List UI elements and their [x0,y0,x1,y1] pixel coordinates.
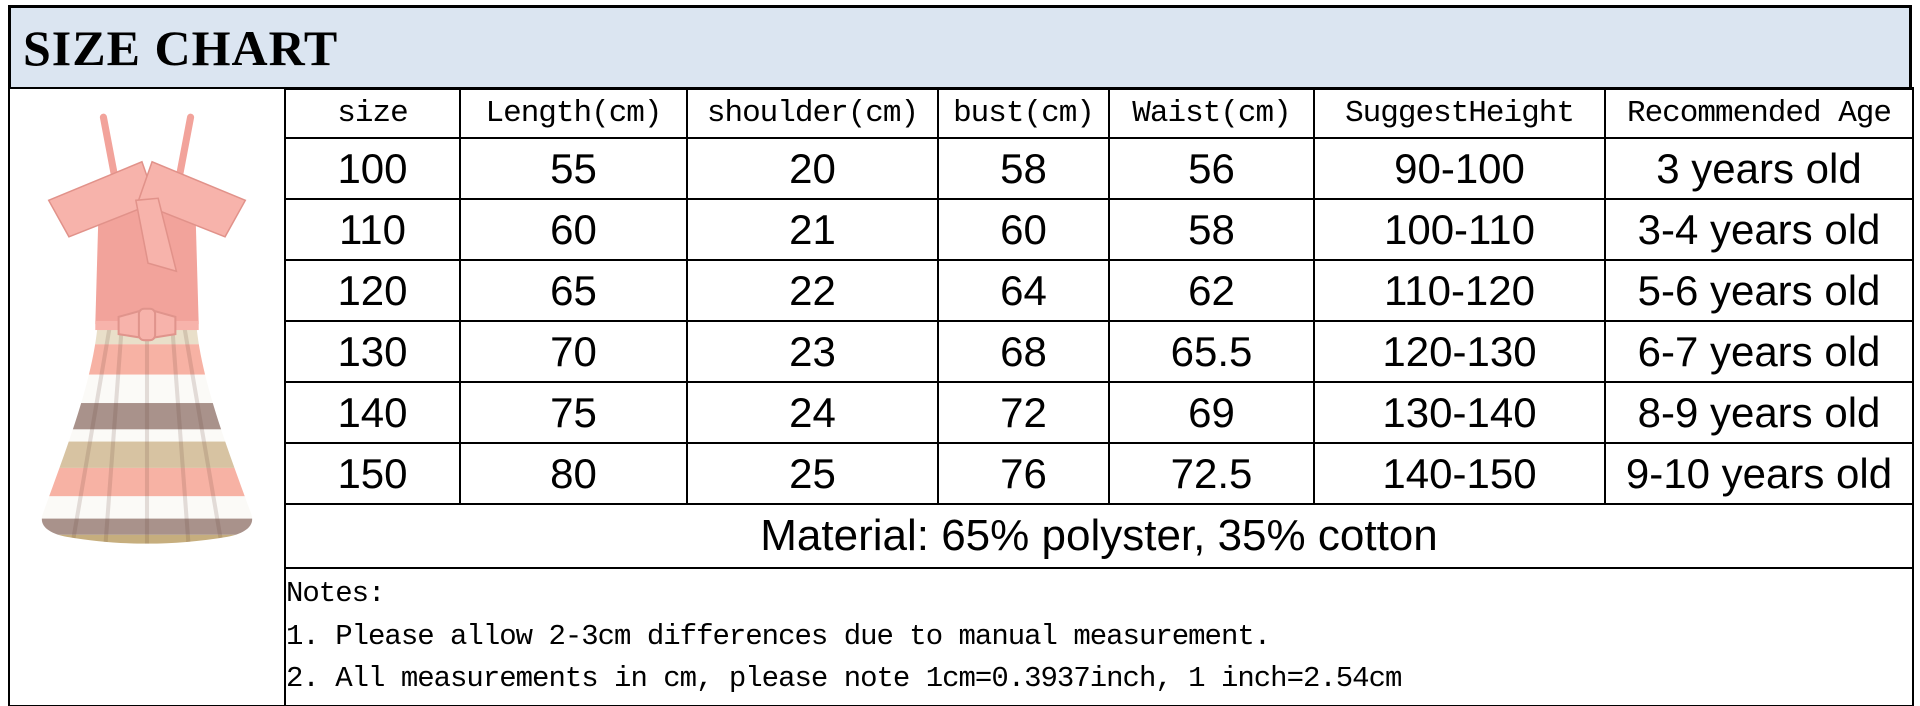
cell: 55 [459,137,688,200]
cell: 5-6 years old [1604,259,1914,322]
cell: 23 [686,320,939,383]
cell: 72 [937,381,1110,444]
cell: 60 [459,198,688,261]
size-table: size Length(cm) shoulder(cm) bust(cm) Wa… [8,87,1914,706]
cell: 80 [459,442,688,505]
dress-straps [99,113,195,180]
cell: 60 [937,198,1110,261]
notes-row: Notes: 1. Please allow 2-3cm differences… [9,567,1914,706]
notes-cell: Notes: 1. Please allow 2-3cm differences… [284,567,1914,706]
cell: 140-150 [1313,442,1606,505]
col-header-bust: bust(cm) [937,87,1110,139]
material-row: Material: 65% polyster, 35% cotton [9,503,1914,569]
cell: 75 [459,381,688,444]
cell: 69 [1108,381,1315,444]
cell: 25 [686,442,939,505]
col-header-shoulder: shoulder(cm) [686,87,939,139]
cell: 20 [686,137,939,200]
product-photo-cell [8,87,286,706]
material-text: Material: 65% polyster, 35% cotton [284,503,1914,569]
cell: 8-9 years old [1604,381,1914,444]
cell: 100 [284,137,461,200]
cell: 100-110 [1313,198,1606,261]
cell: 65.5 [1108,320,1315,383]
cell: 120-130 [1313,320,1606,383]
cell: 65 [459,259,688,322]
cell: 64 [937,259,1110,322]
table-row-size-100: 100 55 20 58 56 90-100 3 years old [9,137,1914,200]
cell: 6-7 years old [1604,320,1914,383]
cell: 21 [686,198,939,261]
cell: 110-120 [1313,259,1606,322]
table-row-size-150: 150 80 25 76 72.5 140-150 9-10 years old [9,442,1914,505]
dress-waist-bow [95,307,199,342]
cell: 130 [284,320,461,383]
dress-image [41,113,253,544]
cell: 110 [284,198,461,261]
notes-title: Notes: [286,576,385,610]
cell: 58 [1108,198,1315,261]
cell: 120 [284,259,461,322]
cell: 56 [1108,137,1315,200]
cell: 76 [937,442,1110,505]
cell: 9-10 years old [1604,442,1914,505]
cell: 3 years old [1604,137,1914,200]
cell: 72.5 [1108,442,1315,505]
dress-skirt [41,328,253,544]
cell: 3-4 years old [1604,198,1914,261]
cell: 90-100 [1313,137,1606,200]
cell: 24 [686,381,939,444]
col-header-length: Length(cm) [459,87,688,139]
cell: 58 [937,137,1110,200]
col-header-suggest-height: SuggestHeight [1313,87,1606,139]
table-row-size-140: 140 75 24 72 69 130-140 8-9 years old [9,381,1914,444]
cell: 70 [459,320,688,383]
table-header-row: size Length(cm) shoulder(cm) bust(cm) Wa… [8,87,1914,706]
col-header-recommended-age: Recommended Age [1604,87,1914,139]
cell: 140 [284,381,461,444]
cell: 62 [1108,259,1315,322]
size-chart-banner: SIZE CHART [8,5,1912,90]
table-row-size-130: 130 70 23 68 65.5 120-130 6-7 years old [9,320,1914,383]
cell: 130-140 [1313,381,1606,444]
cell: 22 [686,259,939,322]
col-header-waist: Waist(cm) [1108,87,1315,139]
cell: 68 [937,320,1110,383]
note-item-2: 2. All measurements in cm, please note 1… [286,662,1402,696]
dress-collar [47,160,247,273]
note-item-1: 1. Please allow 2-3cm differences due to… [286,619,1271,653]
col-header-size: size [284,87,461,139]
table-row-size-120: 120 65 22 64 62 110-120 5-6 years old [9,259,1914,322]
cell: 150 [284,442,461,505]
page-title: SIZE CHART [23,19,339,76]
table-row-size-110: 110 60 21 60 58 100-110 3-4 years old [9,198,1914,261]
